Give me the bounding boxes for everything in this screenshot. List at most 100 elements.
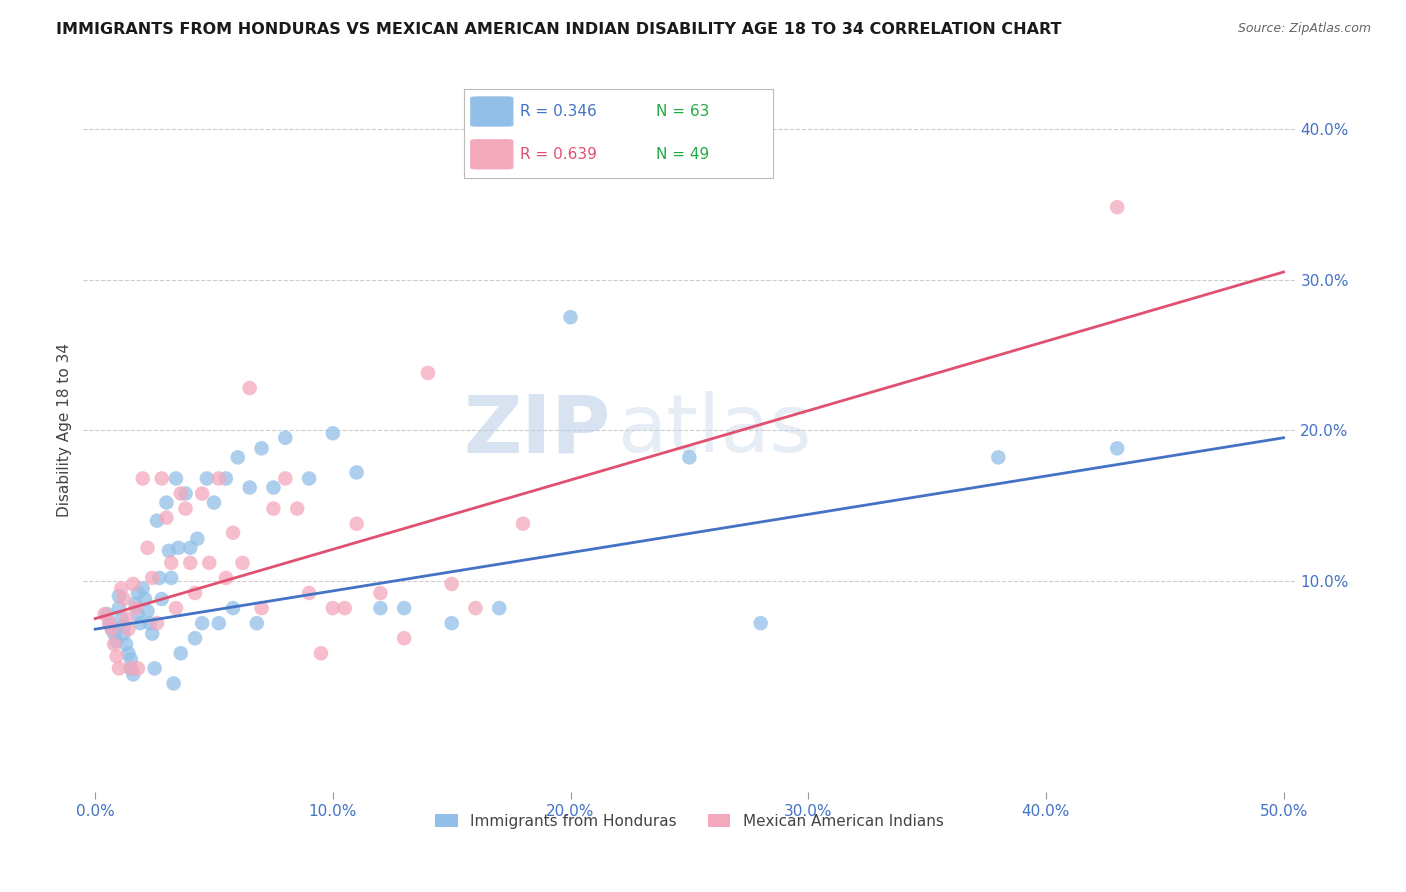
Point — [322, 426, 344, 441]
Point — [749, 616, 772, 631]
Point — [127, 661, 149, 675]
Text: N = 63: N = 63 — [655, 104, 709, 119]
Point — [155, 510, 177, 524]
Point — [250, 442, 273, 456]
Point — [110, 582, 132, 596]
Point — [208, 616, 231, 631]
Point — [392, 632, 415, 646]
Point — [191, 486, 214, 500]
Point — [274, 471, 297, 485]
Point — [333, 601, 356, 615]
Point — [274, 431, 297, 445]
Point — [98, 616, 121, 631]
Point — [127, 586, 149, 600]
Point — [115, 637, 138, 651]
Point — [146, 514, 169, 528]
Point — [184, 632, 207, 646]
Point — [112, 592, 135, 607]
Point — [136, 541, 159, 555]
Point — [179, 541, 201, 555]
Point — [215, 471, 238, 485]
Text: ZIP: ZIP — [464, 392, 610, 469]
Point — [222, 525, 245, 540]
Point — [184, 586, 207, 600]
Point — [285, 501, 308, 516]
Point — [392, 601, 415, 615]
Point — [124, 597, 146, 611]
Point — [560, 310, 582, 325]
Text: atlas: atlas — [617, 392, 811, 469]
Point — [239, 381, 262, 395]
Point — [298, 586, 321, 600]
Point — [117, 646, 139, 660]
Point — [122, 577, 145, 591]
Point — [112, 619, 135, 633]
Point — [512, 516, 534, 531]
Point — [226, 450, 249, 465]
Point — [132, 471, 155, 485]
Point — [108, 601, 131, 615]
Point — [157, 544, 180, 558]
Point — [186, 532, 208, 546]
Text: IMMIGRANTS FROM HONDURAS VS MEXICAN AMERICAN INDIAN DISABILITY AGE 18 TO 34 CORR: IMMIGRANTS FROM HONDURAS VS MEXICAN AMER… — [56, 22, 1062, 37]
Point — [298, 471, 321, 485]
Point — [1107, 200, 1129, 214]
Text: N = 49: N = 49 — [655, 147, 709, 161]
Point — [208, 471, 231, 485]
Point — [322, 601, 344, 615]
Point — [103, 637, 125, 651]
Point — [129, 616, 152, 631]
Point — [120, 661, 142, 675]
Point — [101, 622, 124, 636]
FancyBboxPatch shape — [470, 139, 513, 169]
Point — [440, 616, 463, 631]
Point — [143, 661, 166, 675]
Point — [222, 601, 245, 615]
Point — [167, 541, 190, 555]
Point — [141, 626, 163, 640]
Point — [139, 616, 162, 631]
Point — [488, 601, 510, 615]
Point — [132, 582, 155, 596]
Point — [440, 577, 463, 591]
Point — [198, 556, 221, 570]
Point — [160, 571, 183, 585]
Point — [239, 481, 262, 495]
Point — [416, 366, 439, 380]
Point — [1107, 442, 1129, 456]
Point — [103, 626, 125, 640]
Point — [120, 652, 142, 666]
Point — [93, 607, 115, 621]
Text: R = 0.346: R = 0.346 — [520, 104, 596, 119]
Point — [96, 607, 118, 621]
Point — [127, 607, 149, 621]
Point — [170, 486, 193, 500]
Point — [174, 486, 197, 500]
Point — [162, 676, 184, 690]
Point — [678, 450, 700, 465]
Point — [136, 604, 159, 618]
Point — [124, 601, 146, 615]
Point — [262, 501, 284, 516]
Point — [370, 601, 392, 615]
Point — [110, 612, 132, 626]
Point — [250, 601, 273, 615]
Point — [112, 626, 135, 640]
Point — [202, 495, 225, 509]
Y-axis label: Disability Age 18 to 34: Disability Age 18 to 34 — [58, 343, 72, 517]
Point — [108, 589, 131, 603]
Point — [98, 616, 121, 631]
Point — [179, 556, 201, 570]
Point — [105, 634, 128, 648]
Text: Source: ZipAtlas.com: Source: ZipAtlas.com — [1237, 22, 1371, 36]
Point — [117, 622, 139, 636]
Point — [148, 571, 170, 585]
FancyBboxPatch shape — [470, 96, 513, 127]
Text: R = 0.639: R = 0.639 — [520, 147, 596, 161]
Point — [101, 622, 124, 636]
Point — [232, 556, 254, 570]
Point — [987, 450, 1010, 465]
Point — [346, 516, 368, 531]
Point — [160, 556, 183, 570]
Point — [146, 616, 169, 631]
